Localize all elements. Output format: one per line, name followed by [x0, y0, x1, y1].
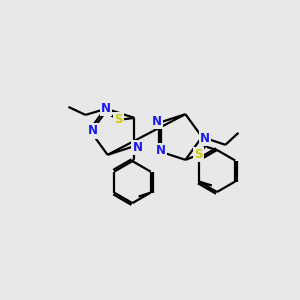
- Text: N: N: [200, 131, 210, 145]
- Text: N: N: [152, 116, 162, 128]
- Text: N: N: [88, 124, 98, 137]
- Text: N: N: [132, 141, 142, 154]
- Text: S: S: [114, 113, 123, 126]
- Text: N: N: [100, 102, 111, 115]
- Text: N: N: [156, 144, 166, 157]
- Text: S: S: [194, 148, 203, 161]
